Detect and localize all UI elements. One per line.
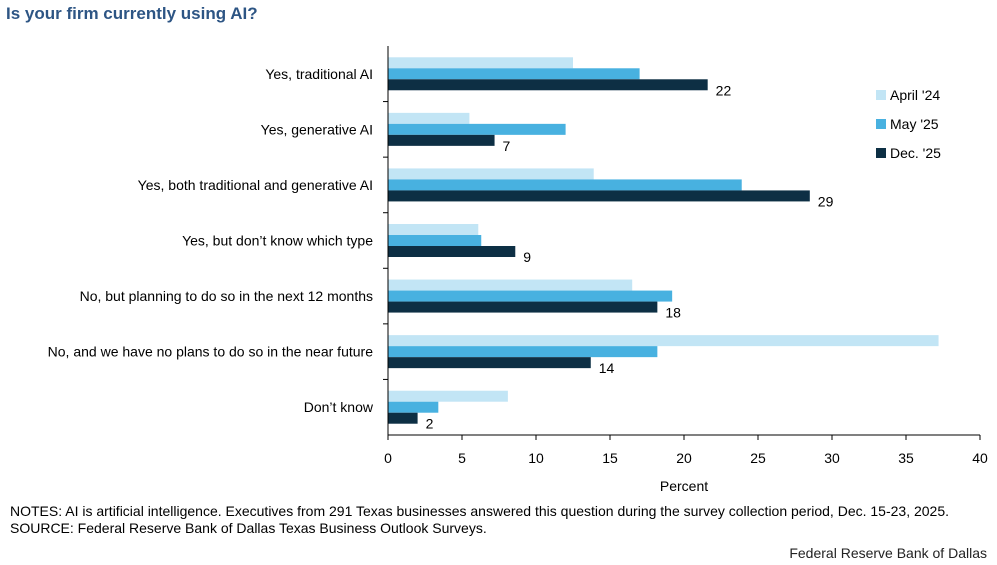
category-label: Yes, but don’t know which type [182,233,373,249]
bar [388,246,516,257]
bar [388,301,658,313]
x-tick-label: 10 [528,450,544,466]
data-label: 18 [665,305,681,321]
bar [388,290,673,302]
data-label: 2 [426,416,434,432]
bar [388,401,439,413]
legend-label: Dec. '25 [890,145,941,161]
bar [388,235,482,246]
bar [388,179,742,191]
legend-label: May '25 [890,116,939,132]
chart-notes: NOTES: AI is artificial intelligence. Ex… [10,503,990,537]
bar [388,79,708,91]
bar [388,357,591,369]
legend-swatch [876,148,886,158]
data-label: 22 [716,82,732,98]
legend-swatch [876,119,886,129]
category-label: Yes, both traditional and generative AI [138,177,373,193]
category-label: Don’t know [304,399,374,415]
x-tick-label: 20 [676,450,692,466]
source-credit: Federal Reserve Bank of Dallas [789,545,987,561]
bar [388,134,495,146]
bar [388,390,508,402]
legend-swatch [876,90,886,100]
x-tick-label: 25 [750,450,766,466]
bar [388,168,594,180]
x-tick-label: 35 [898,450,914,466]
bar [388,57,573,69]
bar [388,190,810,202]
x-tick-label: 15 [602,450,618,466]
chart-title: Is your firm currently using AI? [6,4,258,23]
bar [388,68,640,80]
bar-chart: Yes, traditional AI 22 Yes, generative AI 7… [48,46,988,494]
x-tick-label: 0 [384,450,392,466]
category-label: Yes, generative AI [261,121,373,137]
category-label: Yes, traditional AI [265,66,373,82]
x-tick-label: 40 [972,450,988,466]
category-label: No, but planning to do so in the next 12… [80,288,373,304]
bar [388,335,939,347]
bar [388,112,470,124]
x-tick-label: 30 [824,450,840,466]
bar [388,412,418,424]
x-axis-title: Percent [660,478,708,494]
data-label: 29 [818,193,834,209]
legend-label: April '24 [890,87,940,103]
bar [388,279,633,291]
data-label: 9 [523,249,531,265]
data-label: 7 [503,138,511,154]
source-text: SOURCE: Federal Reserve Bank of Dallas T… [10,520,487,536]
bar [388,346,658,358]
x-tick-label: 5 [458,450,466,466]
data-label: 14 [599,360,615,376]
category-label: No, and we have no plans to do so in the… [48,344,374,360]
bar [388,123,566,135]
notes-text: NOTES: AI is artificial intelligence. Ex… [10,503,950,519]
bar [388,224,479,235]
